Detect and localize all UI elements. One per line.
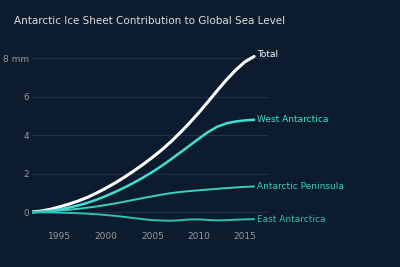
Text: East Antarctica: East Antarctica: [257, 214, 325, 223]
Text: Antarctic Peninsula: Antarctic Peninsula: [257, 182, 344, 191]
Text: Total: Total: [257, 50, 278, 59]
Bar: [32, 29, 268, 230]
Text: West Antarctica: West Antarctica: [257, 115, 328, 124]
Title: Antarctic Ice Sheet Contribution to Global Sea Level: Antarctic Ice Sheet Contribution to Glob…: [14, 16, 286, 26]
